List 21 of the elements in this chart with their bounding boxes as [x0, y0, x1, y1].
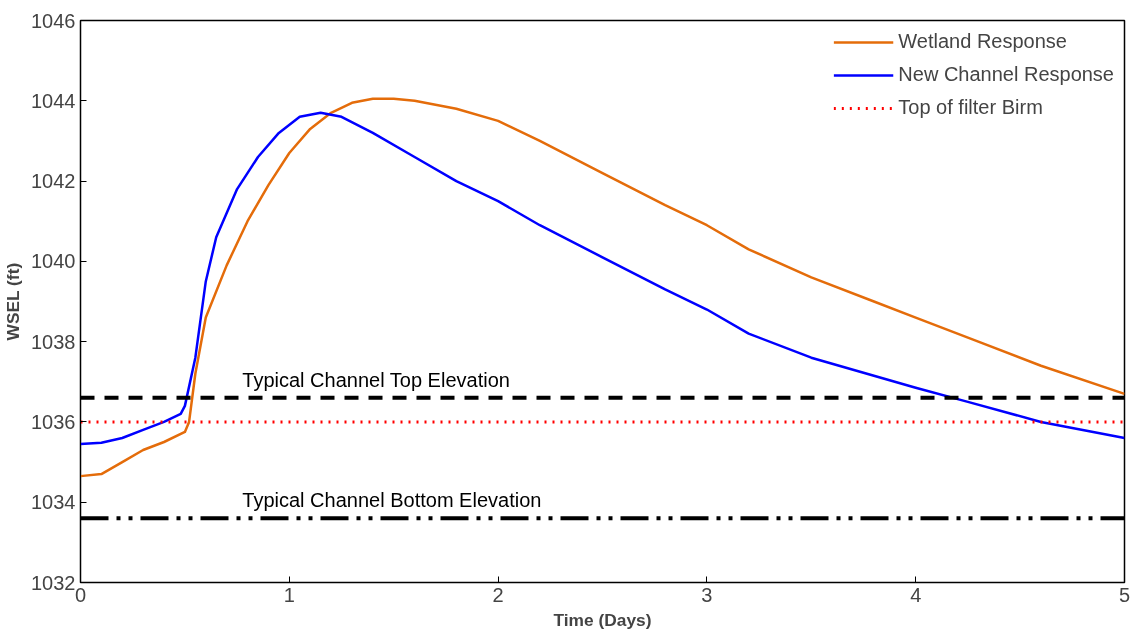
legend-label: Wetland Response [898, 30, 1067, 53]
x-tick-label: 1 [283, 583, 295, 606]
y-tick-label: 1034 [31, 491, 76, 514]
x-tick-label: 3 [701, 583, 713, 606]
ref-line-label: Typical Channel Top Elevation [242, 368, 510, 391]
x-tick-label: 2 [492, 583, 504, 606]
y-tick-label: 1046 [31, 9, 76, 32]
x-axis-title: Time (Days) [553, 609, 652, 630]
x-tick-label: 5 [1118, 583, 1131, 606]
y-tick-label: 1040 [31, 250, 76, 273]
y-tick-label: 1036 [31, 410, 76, 433]
legend-label: Top of filter Birm [898, 96, 1043, 119]
y-tick-label: 1032 [31, 571, 76, 594]
x-tick-label: 0 [74, 583, 87, 606]
legend-label: New Channel Response [898, 63, 1114, 86]
y-tick-label: 1042 [31, 170, 76, 193]
ref-line-label: Typical Channel Bottom Elevation [242, 489, 542, 512]
y-tick-label: 1044 [31, 89, 76, 112]
x-tick-label: 4 [910, 583, 922, 606]
y-axis-title: WSEL (ft) [3, 262, 24, 341]
y-tick-label: 1038 [31, 330, 76, 353]
